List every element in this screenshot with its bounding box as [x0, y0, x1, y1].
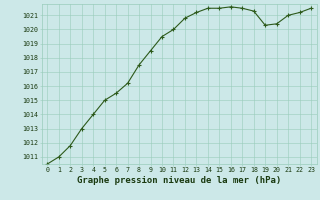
X-axis label: Graphe pression niveau de la mer (hPa): Graphe pression niveau de la mer (hPa) — [77, 176, 281, 185]
